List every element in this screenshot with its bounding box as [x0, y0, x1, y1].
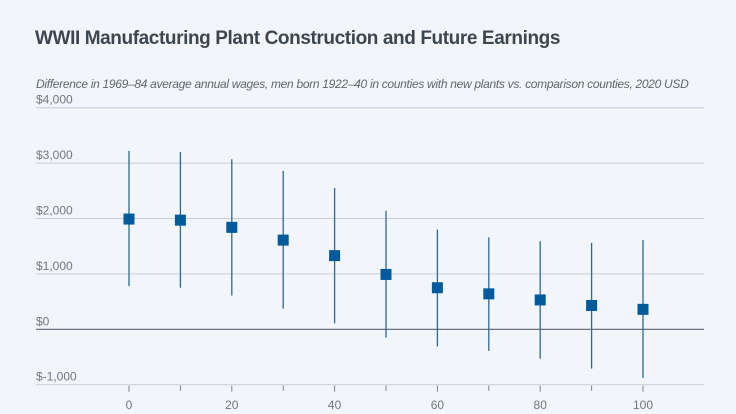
data-point-marker	[380, 268, 392, 280]
data-point-marker	[534, 294, 546, 306]
x-tick-label: 0	[126, 398, 133, 412]
chart-subtitle: Difference in 1969–84 average annual wag…	[36, 77, 689, 91]
x-tick-label: 60	[431, 398, 445, 412]
data-point-marker	[277, 234, 289, 246]
data-point-marker	[483, 288, 495, 300]
y-tick-label: $4,000	[36, 93, 73, 107]
data-point-marker	[586, 299, 598, 311]
x-tick-label: 80	[534, 398, 548, 412]
y-tick-label: $2,000	[36, 204, 73, 218]
x-tick-label: 40	[328, 398, 342, 412]
data-point-marker	[123, 213, 135, 225]
gridlines	[36, 107, 704, 386]
x-tick-label: 20	[225, 398, 239, 412]
y-tick-label: $3,000	[36, 148, 73, 162]
chart-title: WWII Manufacturing Plant Construction an…	[35, 28, 561, 49]
x-tick-label: 100	[633, 398, 653, 412]
y-axis-ticks: $4,000 $3,000 $2,000 $1,000 $0 $-1,000	[36, 93, 77, 384]
data-markers	[123, 213, 649, 315]
x-axis-ticks: 0 20 40 60 80 100	[126, 385, 653, 412]
data-point-marker	[226, 221, 238, 233]
data-point-marker	[431, 282, 443, 294]
data-point-marker	[329, 250, 341, 262]
error-bars	[128, 150, 644, 379]
y-tick-label: $-1,000	[36, 370, 77, 384]
y-tick-label: $0	[36, 314, 50, 328]
data-point-marker	[637, 303, 649, 315]
data-point-marker	[174, 214, 186, 226]
y-tick-label: $1,000	[36, 259, 73, 273]
